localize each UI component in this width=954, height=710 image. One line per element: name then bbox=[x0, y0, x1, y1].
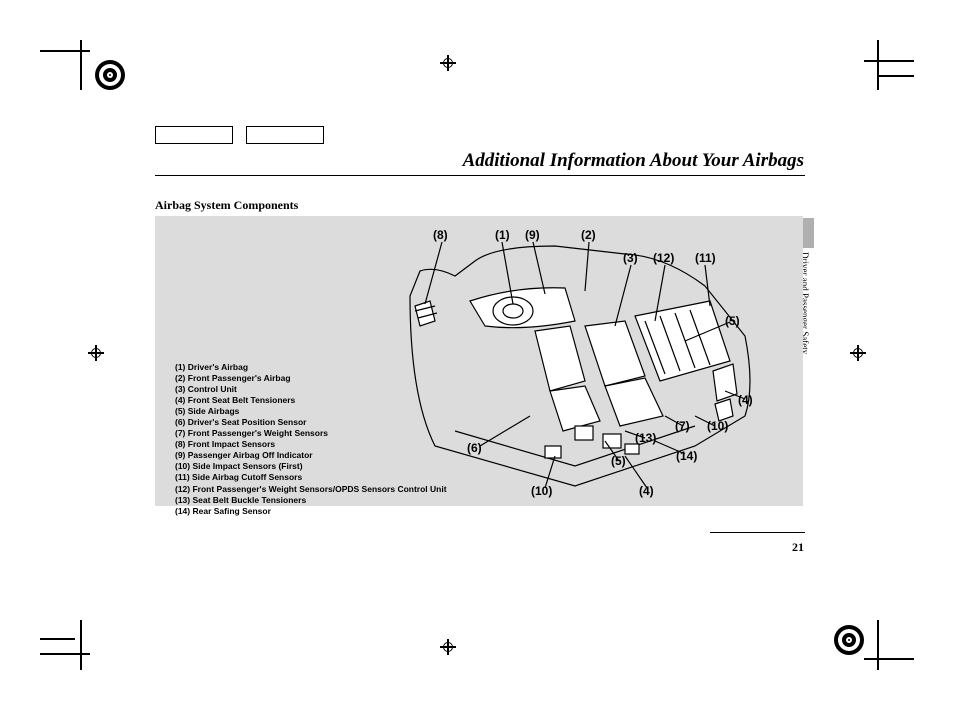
legend-item: (11) Side Airbag Cutoff Sensors bbox=[175, 472, 447, 483]
diagram-callout: (12) bbox=[653, 251, 674, 265]
diagram-callout: (10) bbox=[707, 419, 728, 433]
diagram-callout: (11) bbox=[695, 251, 716, 265]
registration-mark-icon bbox=[834, 625, 864, 655]
diagram-callout: (2) bbox=[581, 228, 596, 242]
diagram-callout: (7) bbox=[675, 419, 690, 433]
page-number: 21 bbox=[792, 540, 804, 555]
crop-mark bbox=[877, 620, 879, 670]
diagram-callout: (13) bbox=[635, 431, 656, 445]
legend-item: (14) Rear Safing Sensor bbox=[175, 506, 447, 517]
alignment-mark-icon bbox=[440, 639, 456, 655]
section-tab bbox=[802, 218, 814, 248]
crop-mark bbox=[40, 653, 90, 655]
legend-item: (9) Passenger Airbag Off Indicator bbox=[175, 450, 447, 461]
legend-item: (10) Side Impact Sensors (First) bbox=[175, 461, 447, 472]
crop-mark bbox=[879, 75, 914, 77]
diagram-callout: (4) bbox=[639, 484, 654, 498]
section-subtitle: Airbag System Components bbox=[155, 198, 298, 213]
legend-item: (1) Driver's Airbag bbox=[175, 362, 447, 373]
crop-mark bbox=[40, 638, 75, 640]
diagram-callout: (5) bbox=[611, 454, 626, 468]
placeholder-box bbox=[246, 126, 324, 144]
crop-mark bbox=[877, 40, 879, 90]
legend-item: (7) Front Passenger's Weight Sensors bbox=[175, 428, 447, 439]
page-title: Additional Information About Your Airbag… bbox=[463, 150, 804, 172]
airbag-diagram: (1) Driver's Airbag (2) Front Passenger'… bbox=[155, 216, 803, 506]
diagram-callout: (9) bbox=[525, 228, 540, 242]
diagram-callout: (5) bbox=[725, 314, 740, 328]
alignment-mark-icon bbox=[88, 345, 104, 361]
page-number-rule bbox=[710, 532, 805, 533]
crop-mark bbox=[80, 620, 82, 670]
legend-item: (12) Front Passenger's Weight Sensors/OP… bbox=[175, 484, 447, 495]
legend-item: (2) Front Passenger's Airbag bbox=[175, 373, 447, 384]
diagram-legend: (1) Driver's Airbag (2) Front Passenger'… bbox=[175, 362, 447, 517]
title-rule bbox=[155, 175, 805, 176]
alignment-mark-icon bbox=[850, 345, 866, 361]
legend-item: (5) Side Airbags bbox=[175, 406, 447, 417]
legend-item: (8) Front Impact Sensors bbox=[175, 439, 447, 450]
legend-item: (4) Front Seat Belt Tensioners bbox=[175, 395, 447, 406]
registration-mark-icon bbox=[95, 60, 125, 90]
diagram-callout: (8) bbox=[433, 228, 448, 242]
diagram-callout: (10) bbox=[531, 484, 552, 498]
placeholder-box bbox=[155, 126, 233, 144]
crop-mark bbox=[40, 50, 90, 52]
diagram-callout: (6) bbox=[467, 441, 482, 455]
legend-item: (6) Driver's Seat Position Sensor bbox=[175, 417, 447, 428]
diagram-callout: (1) bbox=[495, 228, 510, 242]
legend-item: (3) Control Unit bbox=[175, 384, 447, 395]
crop-mark bbox=[864, 60, 914, 62]
diagram-callout: (14) bbox=[676, 449, 697, 463]
alignment-mark-icon bbox=[440, 55, 456, 71]
diagram-callout: (4) bbox=[738, 393, 753, 407]
crop-mark bbox=[80, 40, 82, 90]
legend-item: (13) Seat Belt Buckle Tensioners bbox=[175, 495, 447, 506]
diagram-callout: (3) bbox=[623, 251, 638, 265]
crop-mark bbox=[864, 658, 914, 660]
